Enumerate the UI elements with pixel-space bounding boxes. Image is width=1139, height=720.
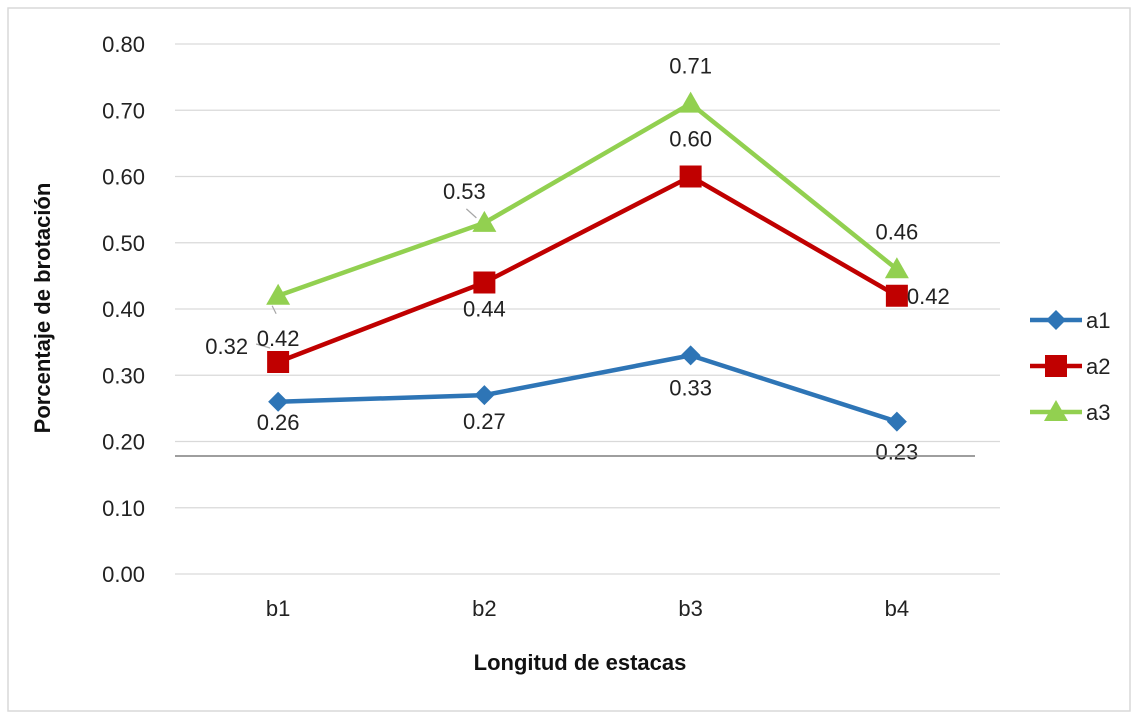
x-tick-label: b2 [472, 596, 496, 621]
series-line-a3 [277, 101, 899, 298]
point-a3-b1 [266, 283, 291, 305]
legend: a1 a2 a3 [1030, 308, 1110, 425]
x-tick-label: b1 [266, 596, 290, 621]
legend-item-a3: a3 [1030, 400, 1110, 425]
data-labels: 0.26 0.27 0.33 0.23 0.32 0.44 0.60 0.42 0.42 0.53… [205, 54, 949, 465]
legend-item-a2: a2 [1030, 354, 1110, 379]
data-label-a2-b1: 0.32 [205, 334, 248, 359]
y-tick-label: 0.60 [102, 165, 145, 190]
data-label-a1-b2: 0.27 [463, 409, 506, 434]
point-a3-b3 [678, 91, 703, 113]
x-tick-label: b3 [678, 596, 702, 621]
y-tick-label: 0.20 [102, 430, 145, 455]
y-axis-title: Porcentaje de brotación [30, 183, 55, 434]
data-label-a3-b2: 0.53 [443, 179, 486, 204]
x-axis-title: Longitud de estacas [474, 650, 687, 675]
y-tick-label: 0.30 [102, 363, 145, 388]
data-label-a1-b3: 0.33 [669, 375, 712, 400]
y-tick-label: 0.40 [102, 297, 145, 322]
legend-marker [1044, 400, 1068, 421]
legend-label: a1 [1086, 308, 1110, 333]
point-a1-b3 [680, 345, 701, 366]
label-leader [271, 305, 277, 315]
series-line-a2 [277, 174, 899, 365]
point-a3-b2 [472, 210, 497, 232]
series-markers [266, 91, 909, 432]
legend-label: a3 [1086, 400, 1110, 425]
data-label-a2-b4: 0.42 [907, 284, 950, 309]
legend-label: a2 [1086, 354, 1110, 379]
data-label-a3-b3: 0.71 [669, 54, 712, 79]
y-tick-labels: 0.00 0.10 0.20 0.30 0.40 0.50 0.60 0.70 0.80 [102, 32, 145, 587]
point-a2-b2 [473, 271, 496, 294]
y-tick-label: 0.50 [102, 231, 145, 256]
chart-border [7, 7, 1131, 712]
y-tick-label: 0.80 [102, 32, 145, 57]
data-label-a3-b4: 0.46 [875, 219, 918, 244]
x-tick-labels: b1 b2 b3 b4 [266, 596, 909, 621]
data-label-a1-b1: 0.26 [257, 410, 300, 435]
data-label-a1-b4: 0.23 [875, 440, 918, 465]
y-tick-label: 0.70 [102, 98, 145, 123]
y-tick-label: 0.10 [102, 496, 145, 521]
legend-marker [1045, 355, 1067, 377]
gridlines [175, 43, 1000, 575]
point-a2-b1 [267, 351, 290, 373]
series-line-a1 [278, 353, 898, 424]
data-label-a2-b3: 0.60 [669, 127, 712, 152]
point-a2-b3 [679, 165, 702, 188]
point-a1-b2 [474, 385, 495, 406]
y-tick-label: 0.00 [102, 562, 145, 587]
label-leader [465, 208, 477, 219]
point-a2-b4 [885, 284, 908, 307]
data-label-a2-b2: 0.44 [463, 297, 506, 322]
series-lines [277, 101, 899, 424]
legend-marker [1046, 310, 1066, 330]
point-a1-b4 [886, 411, 907, 432]
label-leader [255, 343, 271, 349]
point-a3-b4 [884, 257, 909, 279]
data-label-a3-b1: 0.42 [257, 326, 300, 351]
label-leader-lines [255, 208, 477, 349]
point-a1-b1 [268, 391, 289, 412]
x-tick-label: b4 [885, 596, 909, 621]
legend-item-a1: a1 [1030, 308, 1110, 333]
